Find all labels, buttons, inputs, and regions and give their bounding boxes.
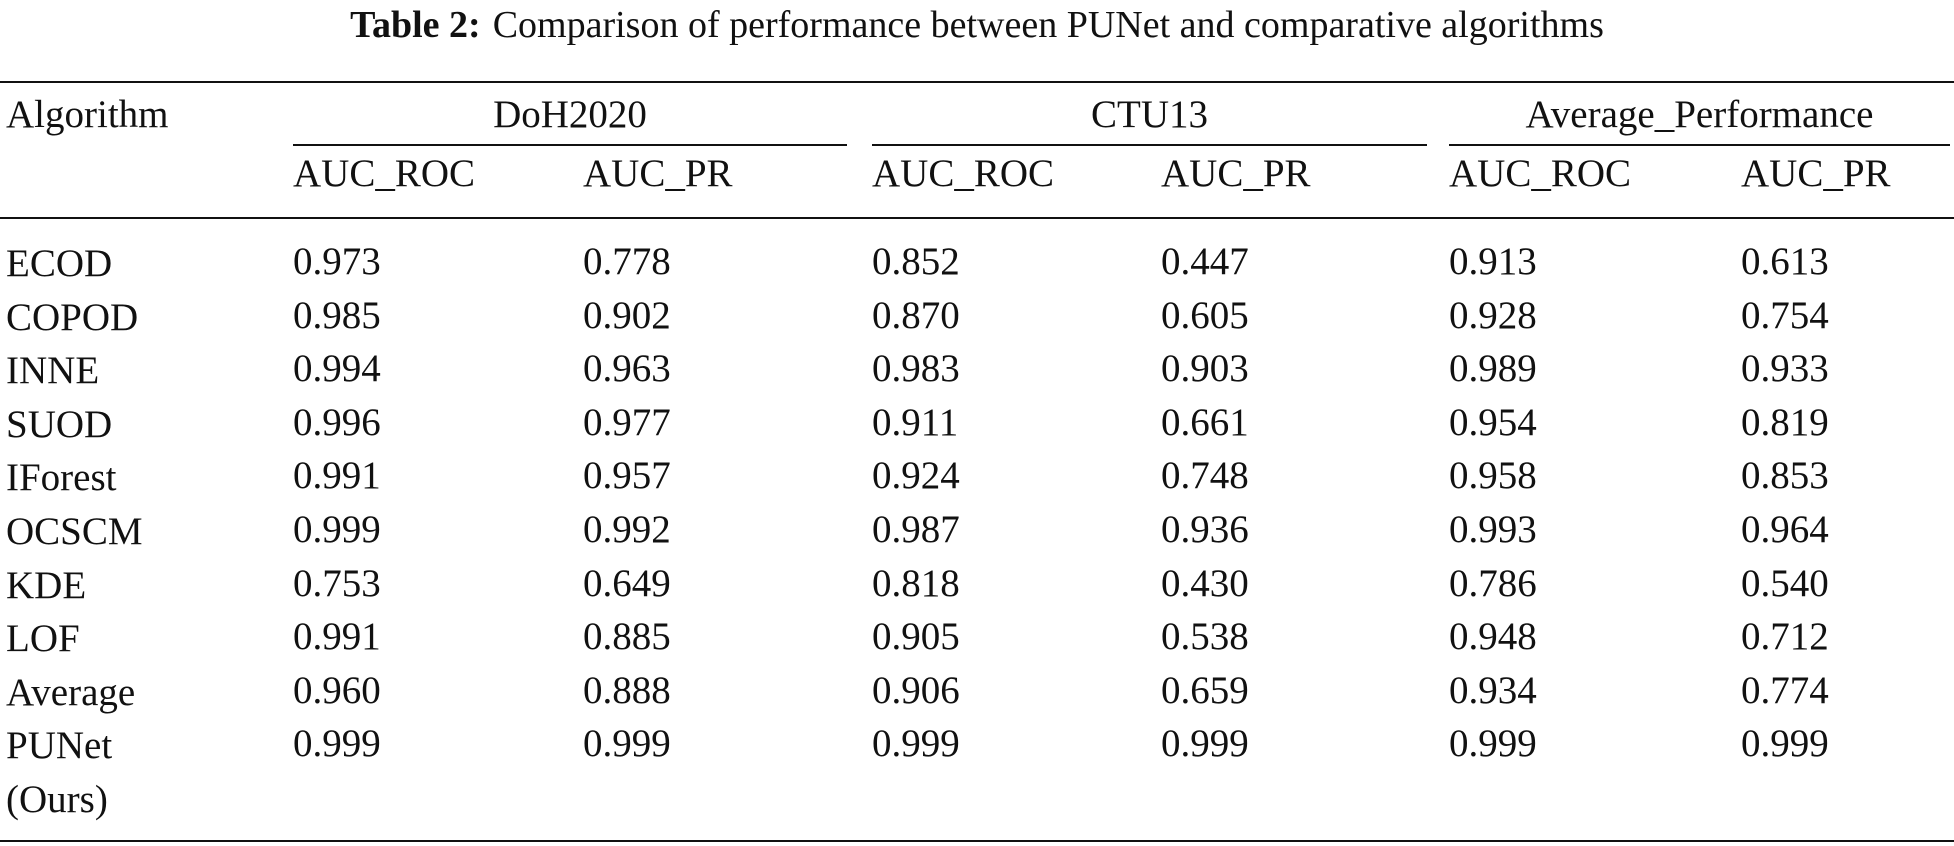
cell: 0.605 [1161,293,1249,337]
row-label: COPOD [6,295,139,339]
cell: 0.778 [583,240,671,283]
cell: 0.994 [293,347,381,391]
group-header: Average_Performance [1525,93,1874,136]
cell: 0.902 [583,293,671,337]
cell: 0.999 [293,722,381,766]
caption-text: Comparison of performance between PUNet … [492,4,1604,46]
cell: 0.996 [293,400,381,444]
cell: 0.905 [872,615,960,659]
cell: 0.754 [1741,293,1829,337]
top-rule [0,81,1954,83]
cell: 0.928 [1449,293,1537,337]
cell: 0.753 [293,561,381,605]
group-underline [1449,144,1950,146]
cell: 0.661 [1161,400,1249,444]
cell: 0.933 [1741,347,1829,391]
cell: 0.613 [1741,240,1829,283]
column-header: AUC_ROC [872,152,1055,195]
cell: 0.999 [1161,722,1249,766]
cell: 0.853 [1741,454,1829,498]
row-label: ECOD [6,242,113,285]
cell: 0.888 [583,668,671,712]
cell: 0.958 [1449,454,1537,498]
cell: 0.659 [1161,668,1249,712]
row-label: PUNet (Ours) [6,724,113,822]
column-header: AUC_PR [1741,152,1891,195]
caption: Table 2: Comparison of performance betwee… [0,2,1954,48]
cell: 0.999 [583,722,671,766]
cell: 0.786 [1449,561,1537,605]
group-underline [872,144,1427,146]
header-rule [0,217,1954,219]
cell: 0.960 [293,668,381,712]
cell: 0.852 [872,240,960,283]
corner-header: Algorithm [6,93,169,136]
cell: 0.911 [872,400,959,444]
cell: 0.885 [583,615,671,659]
row-label: SUOD [6,402,113,446]
group-header: CTU13 [1091,93,1208,136]
cell: 0.993 [1449,508,1537,551]
column-header: AUC_PR [1161,152,1311,195]
cell: 0.447 [1161,240,1249,283]
column-header: AUC_ROC [293,152,476,195]
cell: 0.999 [872,722,960,766]
row-label: INNE [6,349,100,393]
cell: 0.973 [293,240,381,283]
cell: 0.924 [872,454,960,498]
cell: 0.985 [293,293,381,337]
cell: 0.906 [872,668,960,712]
group-header: DoH2020 [493,93,647,136]
cell: 0.999 [293,508,381,551]
caption-label: Table 2: [350,4,481,46]
cell: 0.870 [872,293,960,337]
group-underline [293,144,847,146]
cell: 0.538 [1161,615,1249,659]
cell: 0.540 [1741,561,1829,605]
cell: 0.774 [1741,668,1829,712]
cell: 0.991 [293,615,381,659]
cell: 0.983 [872,347,960,391]
cell: 0.987 [872,508,960,551]
cell: 0.999 [1449,722,1537,766]
cell: 0.934 [1449,668,1537,712]
cell: 0.964 [1741,508,1829,551]
cell: 0.913 [1449,240,1537,283]
cell: 0.712 [1741,615,1829,659]
cell: 0.903 [1161,347,1249,391]
cell: 0.963 [583,347,671,391]
cell: 0.977 [583,400,671,444]
cell: 0.818 [872,561,960,605]
cell: 0.991 [293,454,381,498]
row-label: LOF [6,617,80,661]
cell: 0.748 [1161,454,1249,498]
row-label: KDE [6,563,87,607]
cell: 0.948 [1449,615,1537,659]
cell: 0.936 [1161,508,1249,551]
cell: 0.989 [1449,347,1537,391]
cell: 0.957 [583,454,671,498]
row-label: OCSCM [6,510,143,553]
cell: 0.954 [1449,400,1537,444]
cell: 0.649 [583,561,671,605]
column-header: AUC_PR [583,152,733,195]
row-label: IForest [6,456,117,500]
column-header: AUC_ROC [1449,152,1632,195]
row-label: Average [6,670,136,714]
bottom-rule [0,840,1954,842]
cell: 0.819 [1741,400,1829,444]
cell: 0.430 [1161,561,1249,605]
cell: 0.992 [583,508,671,551]
cell: 0.999 [1741,722,1829,766]
